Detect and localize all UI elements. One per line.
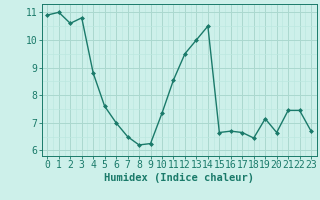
X-axis label: Humidex (Indice chaleur): Humidex (Indice chaleur): [104, 173, 254, 183]
